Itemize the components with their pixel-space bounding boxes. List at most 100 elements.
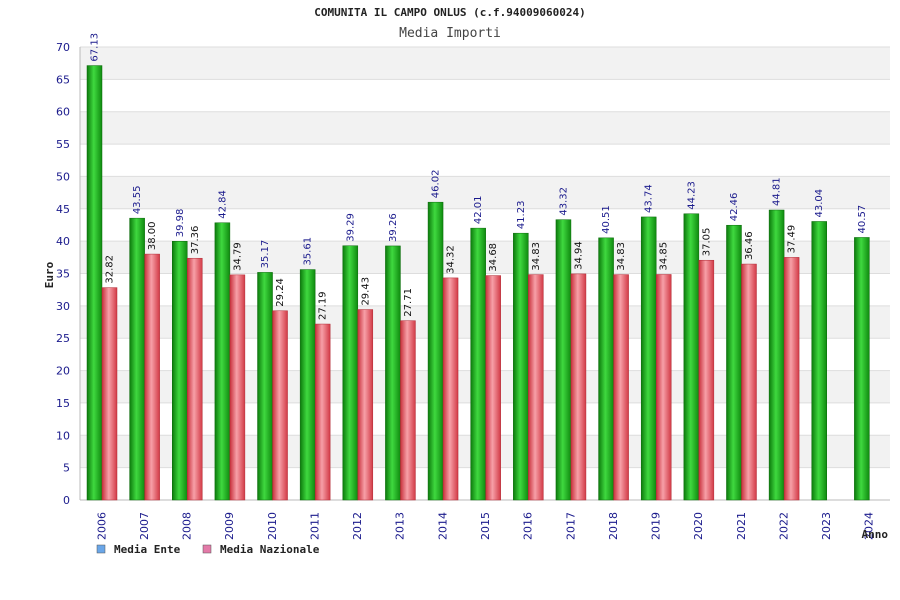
data-label: 32.82 (105, 255, 116, 284)
y-tick-label: 10 (56, 429, 70, 442)
bar-media-nazionale-2006 (101, 287, 118, 501)
data-label: 39.26 (388, 213, 399, 242)
bar-media-nazionale-2009 (229, 274, 246, 501)
data-label: 34.94 (573, 241, 584, 270)
x-tick-label: 2010 (266, 512, 279, 540)
bar-media-nazionale-2021 (741, 263, 757, 501)
data-label: 37.05 (701, 228, 712, 257)
bar-media-nazionale-2022 (783, 257, 800, 501)
y-tick-label: 45 (56, 203, 70, 216)
data-label: 44.23 (686, 181, 697, 210)
x-tick-label: 2024 (863, 512, 876, 540)
bar-media-ente-2011 (299, 269, 316, 501)
data-label: 29.24 (275, 278, 286, 307)
bar-media-ente-2012 (342, 245, 359, 501)
bar-media-nazionale-2013 (400, 320, 416, 501)
y-tick-label: 65 (56, 73, 70, 86)
bar-media-ente-2014 (427, 201, 444, 501)
x-tick-label: 2006 (95, 512, 108, 540)
x-tick-label: 2022 (777, 512, 790, 540)
chart-title: COMUNITA IL CAMPO ONLUS (c.f.94009060024… (314, 6, 586, 19)
x-tick-label: 2008 (181, 512, 194, 540)
grid-band (80, 111, 890, 145)
x-tick-label: 2013 (394, 512, 407, 540)
x-tick-label: 2009 (223, 512, 236, 540)
bar-media-nazionale-2012 (357, 309, 374, 501)
x-tick-label: 2016 (522, 512, 535, 540)
data-label: 34.85 (659, 242, 670, 271)
x-tick-label: 2023 (820, 512, 833, 540)
data-label: 42.84 (217, 190, 228, 219)
bar-media-ente-2008 (172, 241, 188, 501)
bar-media-ente-2021 (726, 224, 742, 501)
bar-media-nazionale-2016 (528, 274, 544, 501)
bar-media-nazionale-2019 (655, 274, 672, 501)
bar-media-ente-2016 (513, 232, 529, 501)
bar-media-ente-2018 (598, 237, 614, 501)
data-label: 67.13 (90, 33, 101, 62)
bar-media-ente-2007 (129, 217, 145, 501)
bar-media-ente-2013 (385, 245, 401, 501)
y-tick-label: 5 (63, 462, 70, 475)
bar-media-ente-2017 (555, 219, 572, 501)
data-label: 34.68 (488, 243, 499, 272)
x-axis-label: Anno (862, 528, 889, 541)
bar-media-ente-2015 (470, 227, 486, 501)
data-label: 46.02 (431, 170, 442, 199)
data-label: 43.04 (814, 189, 825, 218)
data-label: 27.19 (318, 291, 329, 320)
chart-subtitle: Media Importi (399, 26, 501, 41)
data-label: 29.43 (360, 277, 371, 306)
legend-swatch (96, 544, 106, 554)
data-label: 40.51 (601, 205, 612, 234)
x-tick-label: 2018 (607, 512, 620, 540)
y-tick-label: 30 (56, 300, 70, 313)
data-label: 39.29 (345, 213, 356, 242)
data-label: 40.57 (857, 205, 868, 234)
bar-media-ente-2023 (811, 221, 827, 501)
x-tick-label: 2007 (138, 512, 151, 540)
legend-label: Media Ente (114, 543, 181, 556)
legend-swatch (202, 544, 212, 554)
legend-label: Media Nazionale (220, 543, 320, 556)
x-tick-label: 2017 (564, 512, 577, 540)
data-label: 37.36 (190, 226, 201, 255)
bar-media-nazionale-2018 (613, 274, 629, 501)
data-label: 34.79 (232, 242, 243, 271)
y-tick-label: 60 (56, 106, 70, 119)
legend: Media Ente Media Nazionale (96, 543, 320, 556)
x-tick-label: 2011 (308, 512, 321, 540)
x-tick-label: 2021 (735, 512, 748, 540)
data-label: 43.32 (558, 187, 569, 216)
y-tick-label: 50 (56, 170, 70, 183)
bars-group (86, 65, 870, 501)
data-label: 44.81 (772, 177, 783, 206)
bar-media-ente-2019 (640, 216, 657, 501)
bar-media-ente-2009 (214, 222, 231, 501)
x-tick-label: 2019 (650, 512, 663, 540)
bar-media-nazionale-2015 (485, 275, 501, 501)
data-label: 27.71 (403, 288, 414, 317)
grid-band (80, 47, 890, 80)
data-labels-group: 67.13 32.82 43.55 38.00 39.98 37.36 42.84 34.79… (90, 33, 868, 320)
y-tick-label: 70 (56, 41, 70, 54)
y-tick-label: 35 (56, 268, 70, 281)
y-axis-ticks: 0 5 10 15 20 25 30 35 40 45 50 55 60 65 70 (56, 41, 70, 507)
data-label: 34.32 (446, 245, 457, 274)
x-tick-label: 2020 (692, 512, 705, 540)
y-tick-label: 0 (63, 494, 70, 507)
x-tick-label: 2014 (436, 512, 449, 540)
y-tick-label: 25 (56, 332, 70, 345)
y-tick-label: 15 (56, 397, 70, 410)
bar-media-nazionale-2007 (144, 253, 160, 501)
data-label: 42.01 (473, 195, 484, 224)
data-label: 37.49 (787, 225, 798, 254)
data-label: 43.74 (644, 184, 655, 213)
data-label: 42.46 (729, 193, 740, 222)
grid-band (80, 176, 890, 209)
data-label: 39.98 (175, 209, 186, 238)
bar-media-nazionale-2008 (187, 257, 203, 501)
bar-media-nazionale-2020 (698, 259, 715, 501)
data-label: 36.46 (744, 231, 755, 260)
